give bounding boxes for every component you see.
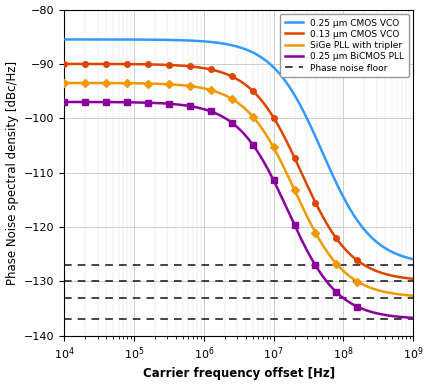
- Line: 0.25 μm CMOS VCO: 0.25 μm CMOS VCO: [64, 39, 413, 259]
- 0.25 μm BiCMOS PLL: [404, 315, 409, 320]
- 0.25 μm CMOS VCO: [196, 39, 201, 43]
- SiGe PLL with tripler: [366, 285, 371, 290]
- 0.13 μm CMOS VCO: [366, 265, 371, 270]
- 0.25 μm CMOS VCO: [211, 40, 216, 44]
- 0.13 μm CMOS VCO: [62, 62, 67, 66]
- 0.13 μm CMOS VCO: [196, 65, 201, 69]
- SiGe PLL with tripler: [102, 81, 107, 85]
- SiGe PLL with tripler: [62, 81, 67, 85]
- 0.13 μm CMOS VCO: [411, 276, 416, 281]
- SiGe PLL with tripler: [196, 85, 201, 90]
- 0.13 μm CMOS VCO: [211, 68, 216, 72]
- SiGe PLL with tripler: [411, 293, 416, 298]
- 0.25 μm CMOS VCO: [411, 257, 416, 261]
- 0.25 μm CMOS VCO: [404, 255, 409, 260]
- Line: 0.25 μm BiCMOS PLL: 0.25 μm BiCMOS PLL: [64, 102, 413, 318]
- 0.25 μm BiCMOS PLL: [102, 100, 107, 104]
- Line: SiGe PLL with tripler: SiGe PLL with tripler: [64, 83, 413, 296]
- SiGe PLL with tripler: [404, 293, 409, 298]
- 0.25 μm CMOS VCO: [366, 232, 371, 237]
- 0.25 μm BiCMOS PLL: [62, 100, 67, 104]
- 0.25 μm CMOS VCO: [62, 37, 67, 42]
- SiGe PLL with tripler: [122, 81, 127, 85]
- 0.25 μm BiCMOS PLL: [366, 309, 371, 313]
- Line: 0.13 μm CMOS VCO: 0.13 μm CMOS VCO: [64, 64, 413, 279]
- X-axis label: Carrier frequency offset [Hz]: Carrier frequency offset [Hz]: [143, 367, 335, 381]
- 0.13 μm CMOS VCO: [122, 62, 127, 66]
- 0.25 μm CMOS VCO: [102, 37, 107, 42]
- 0.25 μm BiCMOS PLL: [211, 110, 216, 115]
- 0.25 μm BiCMOS PLL: [122, 100, 127, 105]
- SiGe PLL with tripler: [211, 88, 216, 93]
- 0.13 μm CMOS VCO: [102, 62, 107, 66]
- 0.25 μm CMOS VCO: [122, 37, 127, 42]
- 0.25 μm BiCMOS PLL: [411, 315, 416, 320]
- Legend: 0.25 μm CMOS VCO, 0.13 μm CMOS VCO, SiGe PLL with tripler, 0.25 μm BiCMOS PLL, P: 0.25 μm CMOS VCO, 0.13 μm CMOS VCO, SiGe…: [280, 14, 408, 77]
- 0.25 μm BiCMOS PLL: [196, 105, 201, 110]
- 0.13 μm CMOS VCO: [404, 276, 409, 280]
- Y-axis label: Phase Noise spectral density [dBc/Hz]: Phase Noise spectral density [dBc/Hz]: [6, 61, 18, 284]
